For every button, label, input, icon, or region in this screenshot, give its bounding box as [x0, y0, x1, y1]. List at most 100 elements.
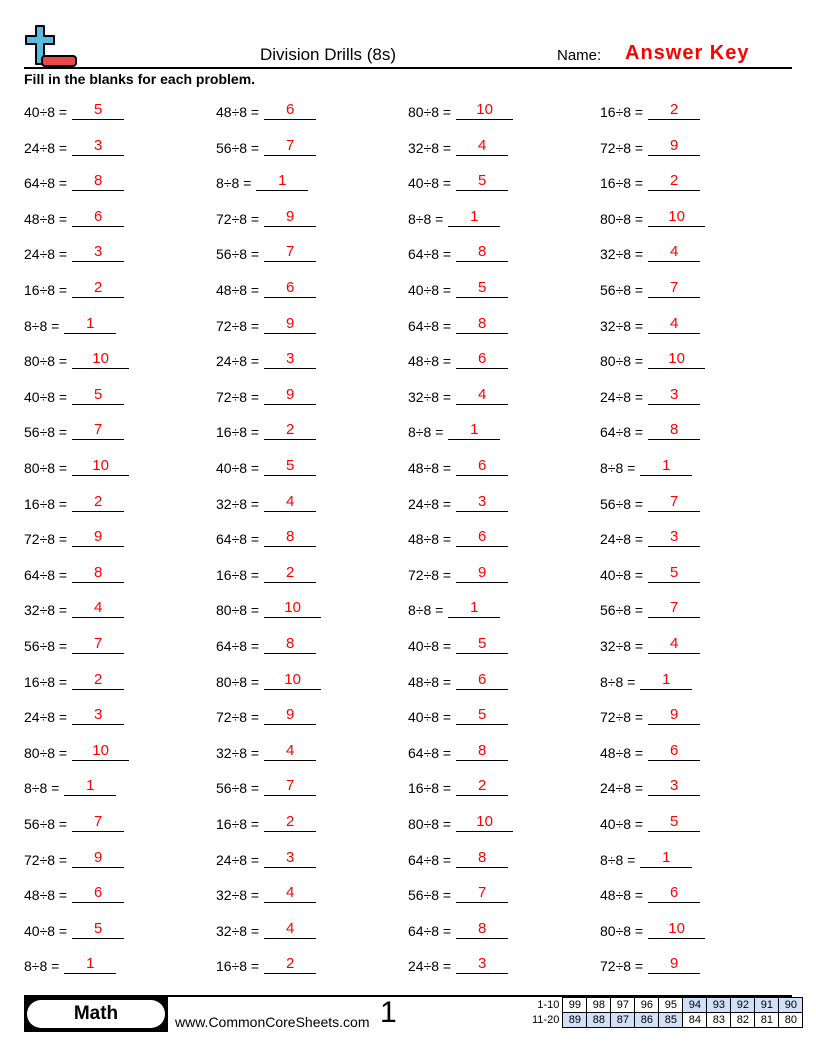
answer-blank[interactable]: 9 [72, 849, 125, 868]
answer-blank[interactable]: 2 [264, 955, 317, 975]
answer-blank[interactable]: 8 [264, 635, 317, 654]
answer-blank[interactable]: 6 [456, 671, 509, 690]
answer-blank[interactable]: 1 [64, 955, 117, 975]
answer-blank[interactable]: 6 [648, 742, 701, 761]
answer-blank[interactable]: 1 [640, 849, 693, 868]
answer-blank[interactable]: 8 [72, 172, 125, 192]
answer-blank[interactable]: 7 [264, 243, 317, 263]
answer-blank[interactable]: 8 [456, 849, 509, 868]
answer-blank[interactable]: 6 [648, 884, 701, 904]
answer-blank[interactable]: 10 [264, 599, 322, 619]
answer-blank[interactable]: 9 [264, 208, 317, 227]
answer-blank[interactable]: 7 [72, 813, 125, 832]
answer-blank[interactable]: 7 [72, 635, 125, 654]
answer-blank[interactable]: 2 [456, 777, 509, 797]
answer-blank[interactable]: 5 [456, 172, 509, 192]
answer-blank[interactable]: 9 [264, 315, 317, 334]
answer-blank[interactable]: 3 [648, 386, 701, 405]
answer-blank[interactable]: 5 [72, 920, 125, 939]
answer-blank[interactable]: 3 [456, 955, 509, 975]
answer-blank[interactable]: 9 [648, 706, 701, 726]
answer-blank[interactable]: 2 [72, 279, 125, 298]
answer-blank[interactable]: 4 [456, 386, 509, 405]
answer-blank[interactable]: 3 [648, 528, 701, 548]
answer-blank[interactable]: 7 [264, 777, 317, 797]
answer-blank[interactable]: 6 [264, 279, 317, 298]
answer-blank[interactable]: 8 [456, 920, 509, 939]
answer-blank[interactable]: 4 [456, 137, 509, 156]
answer-blank[interactable]: 4 [264, 920, 317, 939]
answer-blank[interactable]: 5 [456, 706, 509, 726]
answer-blank[interactable]: 8 [456, 243, 509, 263]
answer-blank[interactable]: 4 [648, 635, 701, 654]
answer-blank[interactable]: 6 [456, 350, 509, 370]
answer-blank[interactable]: 1 [256, 172, 309, 192]
answer-blank[interactable]: 10 [72, 742, 130, 761]
answer-blank[interactable]: 2 [264, 564, 317, 583]
answer-blank[interactable]: 7 [648, 599, 701, 619]
answer-blank[interactable]: 7 [72, 421, 125, 441]
answer-blank[interactable]: 4 [648, 315, 701, 334]
answer-blank[interactable]: 2 [264, 421, 317, 441]
answer-blank[interactable]: 6 [264, 101, 317, 120]
answer-blank[interactable]: 8 [72, 564, 125, 583]
answer-blank[interactable]: 3 [72, 706, 125, 726]
answer-blank[interactable]: 5 [72, 386, 125, 405]
answer-blank[interactable]: 7 [648, 279, 701, 298]
answer-blank[interactable]: 1 [640, 457, 693, 476]
answer-blank[interactable]: 1 [448, 208, 501, 227]
answer-blank[interactable]: 10 [456, 101, 514, 120]
answer-blank[interactable]: 6 [72, 208, 125, 227]
answer-blank[interactable]: 6 [72, 884, 125, 904]
answer-blank[interactable]: 4 [648, 243, 701, 263]
answer-blank[interactable]: 3 [264, 849, 317, 868]
answer-blank[interactable]: 1 [64, 777, 117, 797]
answer-blank[interactable]: 5 [72, 101, 125, 120]
answer-blank[interactable]: 9 [648, 955, 701, 975]
answer-blank[interactable]: 2 [72, 493, 125, 512]
answer-blank[interactable]: 8 [456, 742, 509, 761]
answer-blank[interactable]: 1 [448, 599, 501, 619]
answer-blank[interactable]: 4 [264, 493, 317, 512]
answer-blank[interactable]: 1 [448, 421, 501, 441]
answer-blank[interactable]: 7 [456, 884, 509, 904]
answer-blank[interactable]: 6 [456, 457, 509, 476]
answer-blank[interactable]: 9 [264, 386, 317, 405]
answer-blank[interactable]: 4 [72, 599, 125, 619]
answer-blank[interactable]: 7 [264, 137, 317, 156]
answer-blank[interactable]: 10 [264, 671, 322, 690]
answer-blank[interactable]: 10 [648, 208, 706, 227]
answer-blank[interactable]: 5 [456, 279, 509, 298]
answer-blank[interactable]: 10 [456, 813, 514, 832]
answer-blank[interactable]: 3 [72, 243, 125, 263]
answer-blank[interactable]: 4 [264, 884, 317, 904]
answer-blank[interactable]: 3 [264, 350, 317, 370]
answer-blank[interactable]: 5 [456, 635, 509, 654]
answer-blank[interactable]: 1 [640, 671, 693, 690]
answer-blank[interactable]: 7 [648, 493, 701, 512]
answer-blank[interactable]: 3 [456, 493, 509, 512]
answer-blank[interactable]: 9 [456, 564, 509, 583]
answer-blank[interactable]: 9 [648, 137, 701, 156]
answer-blank[interactable]: 9 [264, 706, 317, 726]
answer-blank[interactable]: 5 [264, 457, 317, 476]
answer-blank[interactable]: 10 [72, 350, 130, 370]
answer-blank[interactable]: 1 [64, 315, 117, 334]
answer-blank[interactable]: 10 [648, 920, 706, 939]
answer-blank[interactable]: 5 [648, 813, 701, 832]
answer-blank[interactable]: 3 [648, 777, 701, 797]
answer-blank[interactable]: 9 [72, 528, 125, 548]
answer-blank[interactable]: 2 [264, 813, 317, 832]
answer-blank[interactable]: 8 [648, 421, 701, 441]
answer-blank[interactable]: 4 [264, 742, 317, 761]
answer-blank[interactable]: 8 [456, 315, 509, 334]
answer-blank[interactable]: 2 [648, 101, 701, 120]
answer-blank[interactable]: 5 [648, 564, 701, 583]
answer-blank[interactable]: 2 [72, 671, 125, 690]
answer-blank[interactable]: 8 [264, 528, 317, 548]
answer-blank[interactable]: 10 [648, 350, 706, 370]
answer-blank[interactable]: 2 [648, 172, 701, 192]
answer-blank[interactable]: 6 [456, 528, 509, 548]
answer-blank[interactable]: 10 [72, 457, 130, 476]
answer-blank[interactable]: 3 [72, 137, 125, 156]
